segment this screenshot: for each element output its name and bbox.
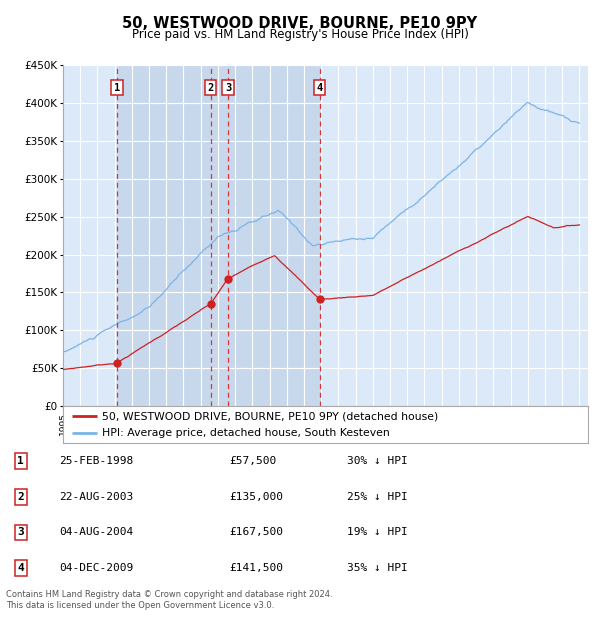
Text: 04-DEC-2009: 04-DEC-2009: [59, 563, 133, 573]
Text: Contains HM Land Registry data © Crown copyright and database right 2024.
This d: Contains HM Land Registry data © Crown c…: [6, 590, 332, 609]
Text: 50, WESTWOOD DRIVE, BOURNE, PE10 9PY: 50, WESTWOOD DRIVE, BOURNE, PE10 9PY: [122, 16, 478, 30]
Text: 2: 2: [208, 83, 214, 93]
Text: 2: 2: [17, 492, 24, 502]
Text: 3: 3: [17, 528, 24, 538]
Text: £135,000: £135,000: [229, 492, 283, 502]
Text: 25% ↓ HPI: 25% ↓ HPI: [347, 492, 408, 502]
Text: 50, WESTWOOD DRIVE, BOURNE, PE10 9PY (detached house): 50, WESTWOOD DRIVE, BOURNE, PE10 9PY (de…: [103, 411, 439, 421]
Text: 22-AUG-2003: 22-AUG-2003: [59, 492, 133, 502]
Text: 04-AUG-2004: 04-AUG-2004: [59, 528, 133, 538]
Text: 19% ↓ HPI: 19% ↓ HPI: [347, 528, 408, 538]
Text: 4: 4: [17, 563, 24, 573]
Text: £167,500: £167,500: [229, 528, 283, 538]
Text: 1: 1: [17, 456, 24, 466]
Text: 4: 4: [317, 83, 323, 93]
Text: HPI: Average price, detached house, South Kesteven: HPI: Average price, detached house, Sout…: [103, 428, 390, 438]
Text: 25-FEB-1998: 25-FEB-1998: [59, 456, 133, 466]
Text: £57,500: £57,500: [229, 456, 277, 466]
Text: Price paid vs. HM Land Registry's House Price Index (HPI): Price paid vs. HM Land Registry's House …: [131, 28, 469, 41]
Text: 1: 1: [113, 83, 120, 93]
Text: 35% ↓ HPI: 35% ↓ HPI: [347, 563, 408, 573]
Bar: [117, 65, 320, 406]
Text: 3: 3: [225, 83, 231, 93]
Text: 30% ↓ HPI: 30% ↓ HPI: [347, 456, 408, 466]
Text: £141,500: £141,500: [229, 563, 283, 573]
